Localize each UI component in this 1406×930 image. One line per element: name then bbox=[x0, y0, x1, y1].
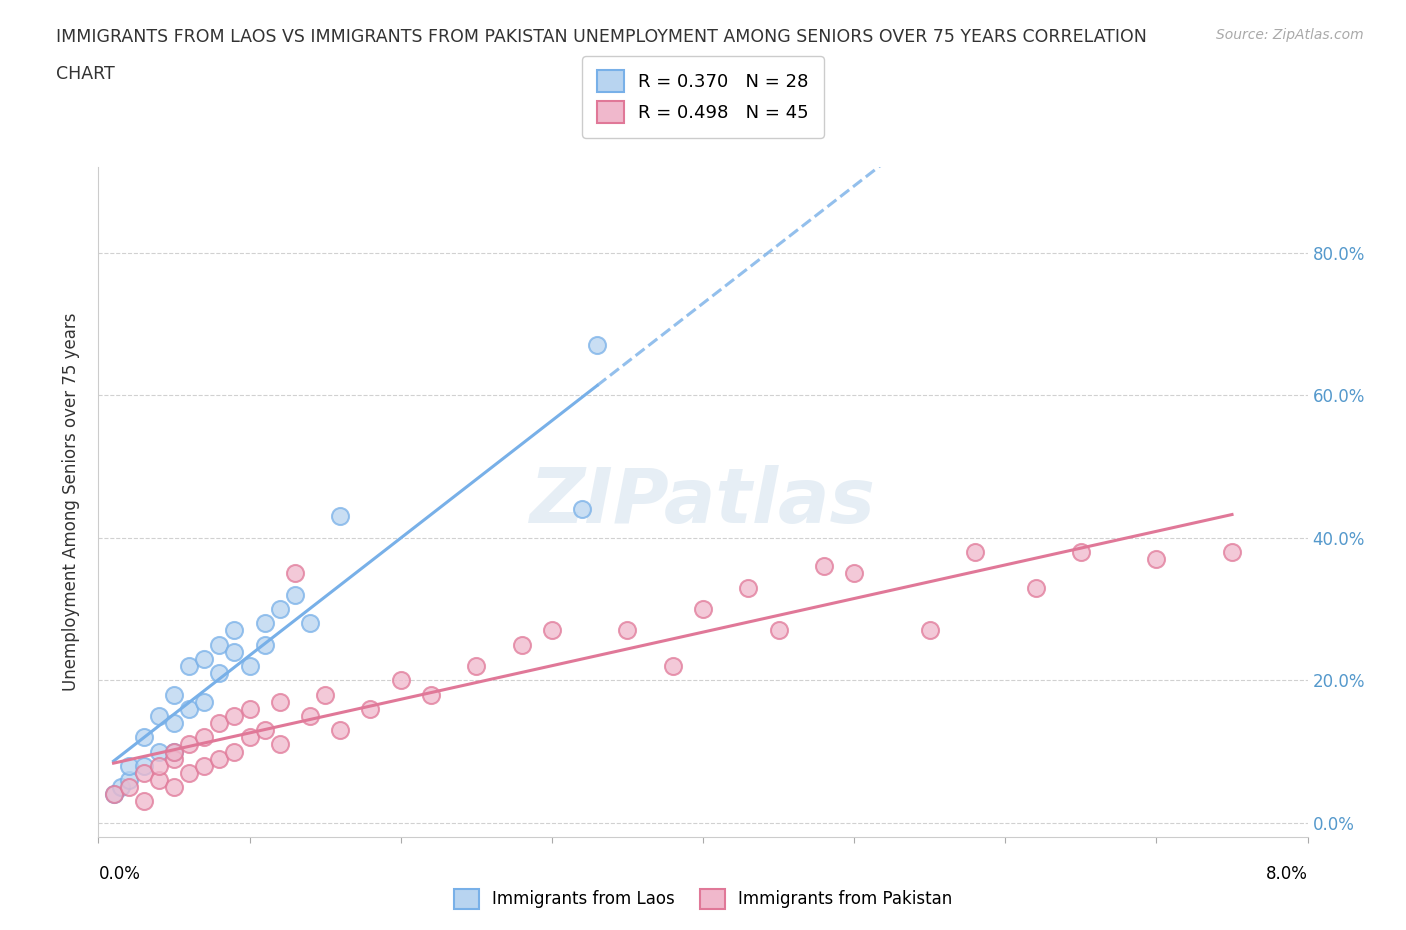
Point bbox=[110, 779, 132, 794]
Point bbox=[284, 588, 307, 603]
Point bbox=[541, 623, 564, 638]
Point bbox=[148, 758, 170, 773]
Point bbox=[148, 773, 170, 788]
Point bbox=[329, 509, 352, 524]
Text: IMMIGRANTS FROM LAOS VS IMMIGRANTS FROM PAKISTAN UNEMPLOYMENT AMONG SENIORS OVER: IMMIGRANTS FROM LAOS VS IMMIGRANTS FROM … bbox=[56, 28, 1147, 46]
Y-axis label: Unemployment Among Seniors over 75 years: Unemployment Among Seniors over 75 years bbox=[62, 313, 80, 691]
Point bbox=[253, 616, 276, 631]
Text: Source: ZipAtlas.com: Source: ZipAtlas.com bbox=[1216, 28, 1364, 42]
Text: ZIPatlas: ZIPatlas bbox=[530, 465, 876, 539]
Text: CHART: CHART bbox=[56, 65, 115, 83]
Point bbox=[179, 701, 201, 716]
Point bbox=[662, 658, 685, 673]
Point bbox=[208, 666, 231, 681]
Point bbox=[360, 701, 382, 716]
Point bbox=[163, 744, 186, 759]
Point bbox=[179, 737, 201, 751]
Point bbox=[1220, 545, 1243, 560]
Point bbox=[844, 566, 866, 581]
Point bbox=[253, 637, 276, 652]
Legend: Immigrants from Laos, Immigrants from Pakistan: Immigrants from Laos, Immigrants from Pa… bbox=[447, 882, 959, 916]
Point bbox=[118, 758, 141, 773]
Point bbox=[118, 773, 141, 788]
Point bbox=[163, 744, 186, 759]
Point bbox=[768, 623, 790, 638]
Point bbox=[132, 730, 155, 745]
Point bbox=[813, 559, 835, 574]
Point bbox=[224, 744, 246, 759]
Point bbox=[253, 723, 276, 737]
Point bbox=[208, 751, 231, 766]
Point bbox=[465, 658, 488, 673]
Point bbox=[163, 687, 186, 702]
Point bbox=[208, 715, 231, 730]
Point bbox=[389, 672, 412, 687]
Point bbox=[314, 687, 336, 702]
Point bbox=[299, 616, 322, 631]
Point bbox=[132, 758, 155, 773]
Point bbox=[148, 744, 170, 759]
Point bbox=[571, 502, 593, 517]
Point bbox=[965, 545, 987, 560]
Point bbox=[269, 694, 291, 709]
Text: 0.0%: 0.0% bbox=[98, 865, 141, 883]
Point bbox=[179, 765, 201, 780]
Point bbox=[1070, 545, 1092, 560]
Point bbox=[103, 787, 125, 802]
Text: 8.0%: 8.0% bbox=[1265, 865, 1308, 883]
Point bbox=[239, 701, 262, 716]
Point bbox=[224, 623, 246, 638]
Point bbox=[586, 338, 609, 352]
Point bbox=[193, 758, 215, 773]
Point bbox=[269, 737, 291, 751]
Point bbox=[148, 709, 170, 724]
Point bbox=[193, 694, 215, 709]
Point bbox=[420, 687, 443, 702]
Point bbox=[616, 623, 638, 638]
Point bbox=[179, 658, 201, 673]
Point bbox=[163, 715, 186, 730]
Point bbox=[163, 751, 186, 766]
Point bbox=[918, 623, 941, 638]
Point bbox=[193, 730, 215, 745]
Point bbox=[284, 566, 307, 581]
Point bbox=[299, 709, 322, 724]
Point bbox=[692, 602, 714, 617]
Point bbox=[737, 580, 759, 595]
Point bbox=[224, 709, 246, 724]
Point bbox=[269, 602, 291, 617]
Point bbox=[103, 787, 125, 802]
Point bbox=[193, 652, 215, 667]
Point bbox=[163, 779, 186, 794]
Point bbox=[1146, 551, 1168, 566]
Point bbox=[1025, 580, 1047, 595]
Point bbox=[239, 730, 262, 745]
Point bbox=[132, 794, 155, 809]
Point bbox=[132, 765, 155, 780]
Point bbox=[208, 637, 231, 652]
Point bbox=[224, 644, 246, 659]
Point bbox=[239, 658, 262, 673]
Point bbox=[329, 723, 352, 737]
Point bbox=[510, 637, 533, 652]
Point bbox=[118, 779, 141, 794]
